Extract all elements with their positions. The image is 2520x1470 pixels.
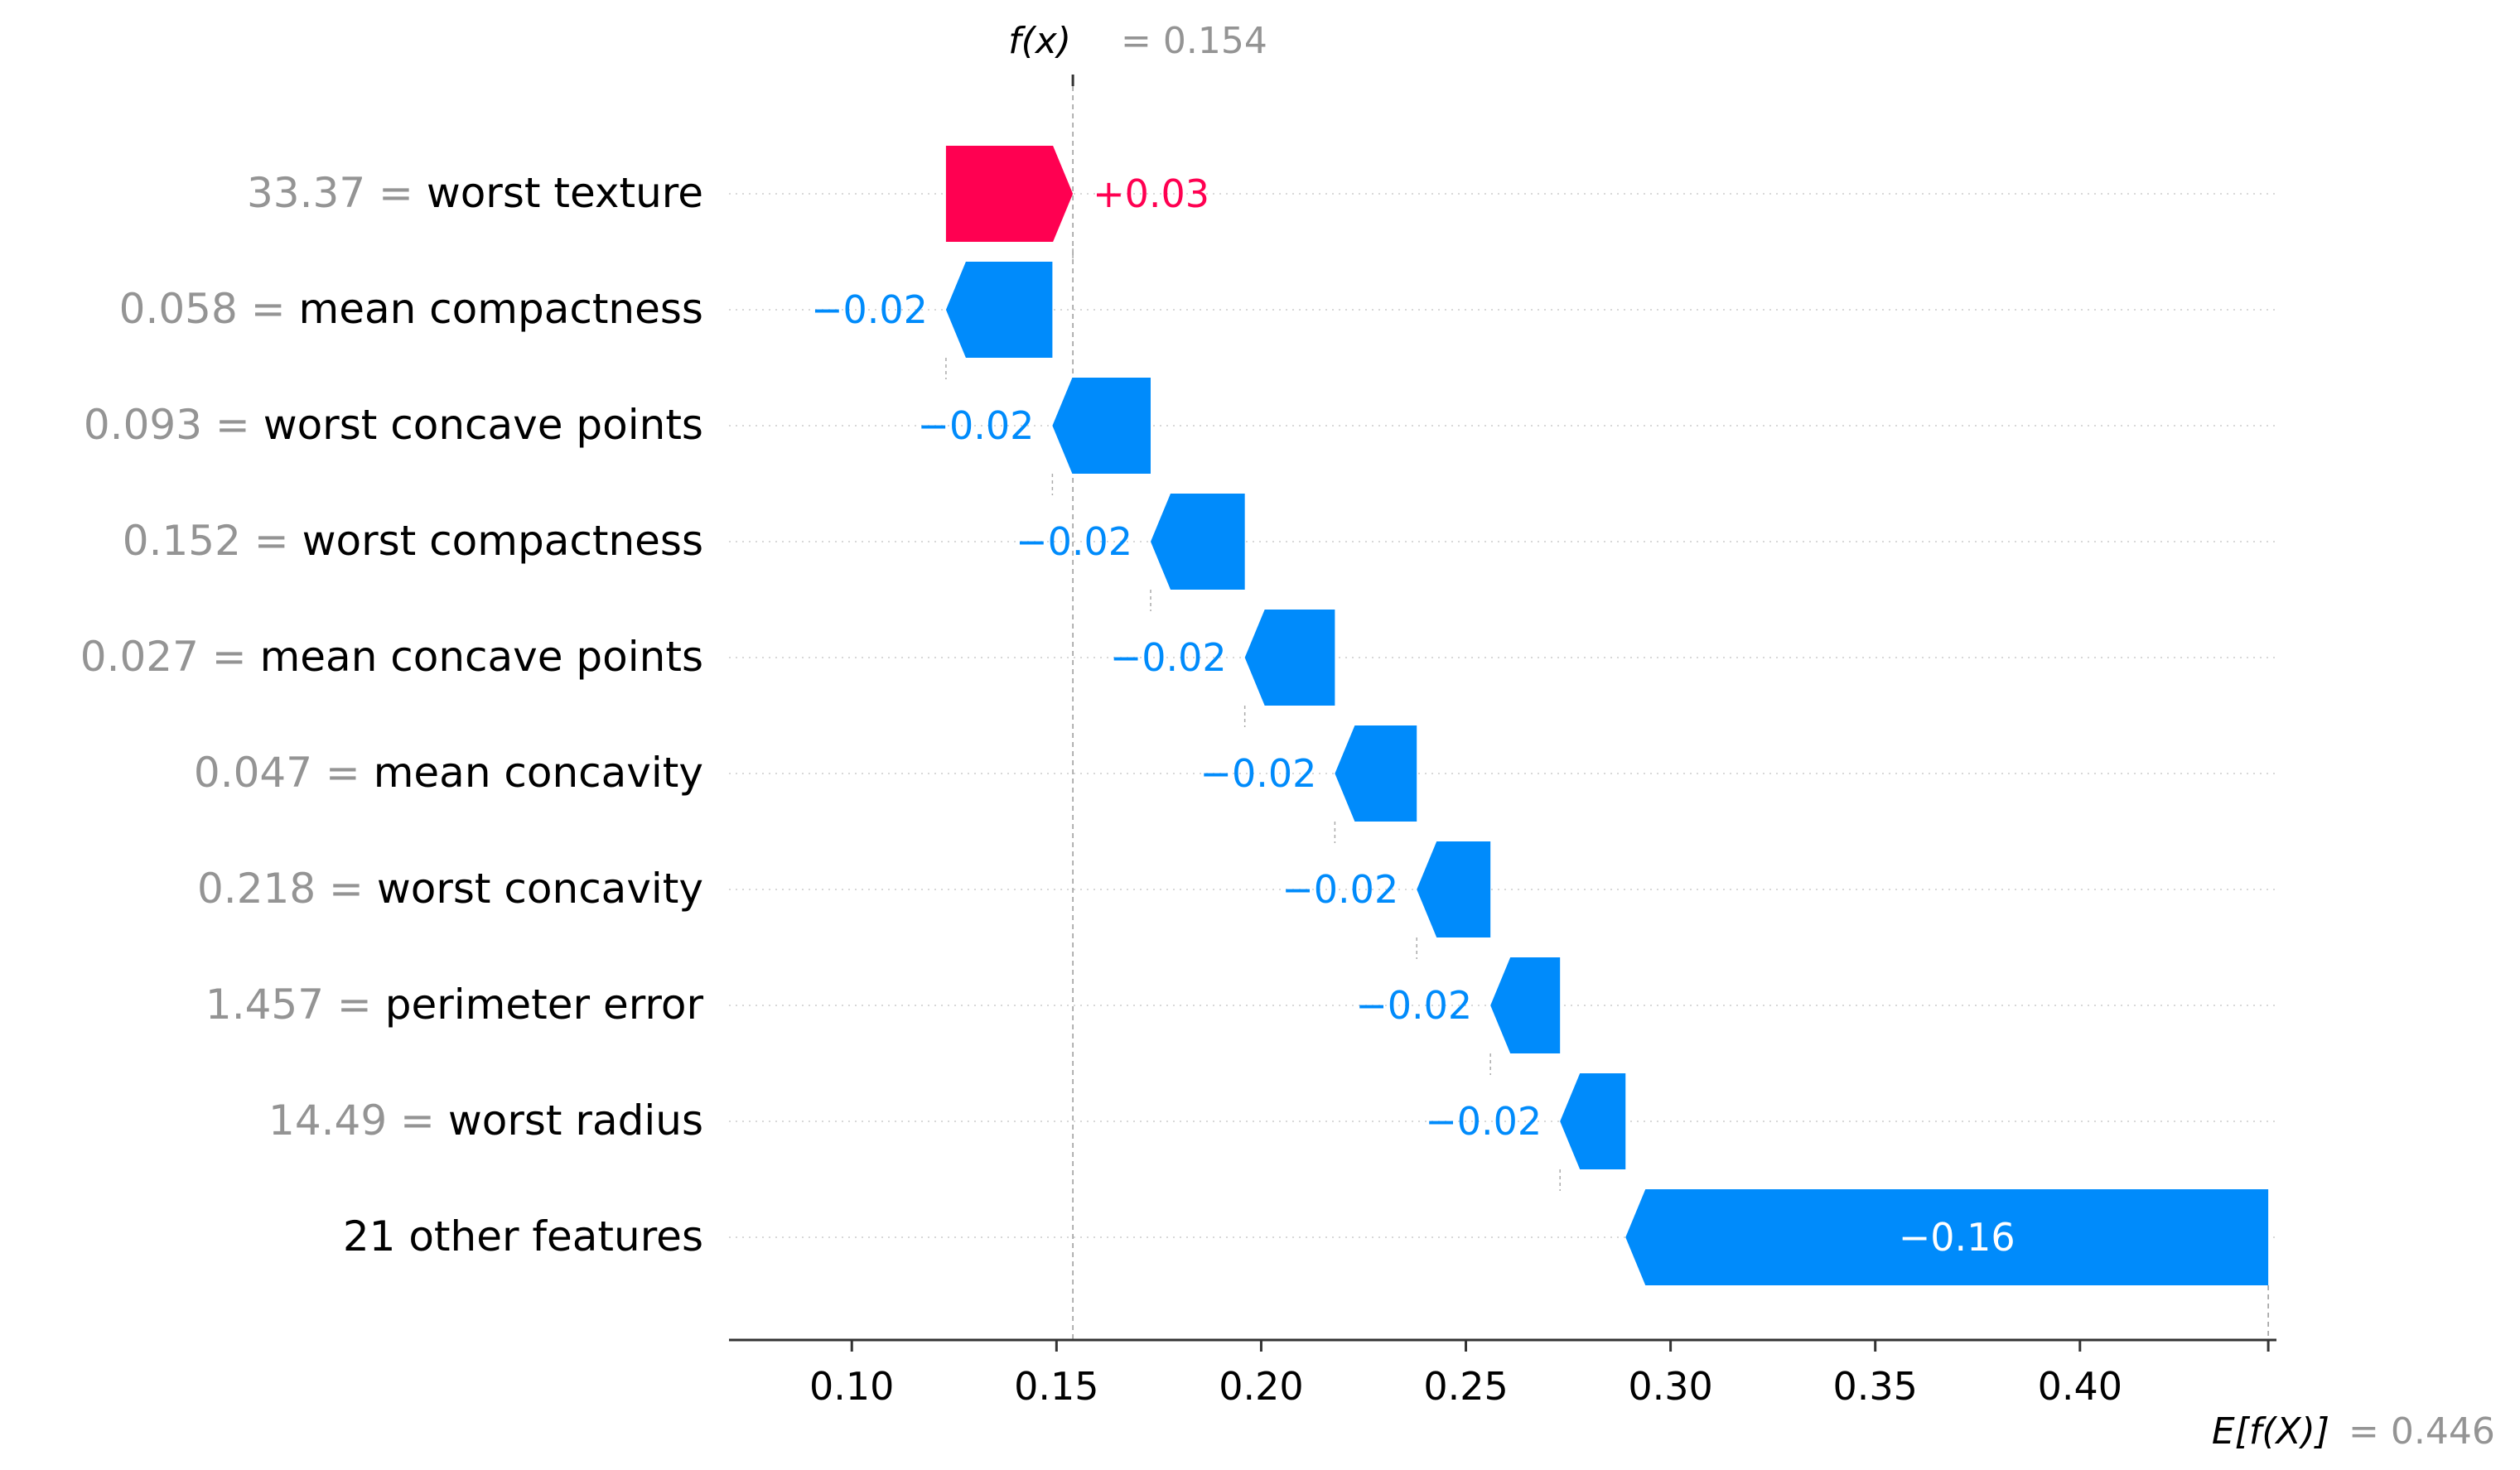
feature-value: 0.047 = [194,749,374,797]
feature-value: 0.027 = [80,633,260,681]
waterfall-bar [1052,378,1151,474]
bar-value-label: −0.16 [1899,1215,2016,1260]
feature-name: worst radius [448,1096,703,1145]
waterfall-bar [1490,957,1561,1053]
feature-value: 0.218 = [197,865,377,913]
feature-label: 0.047 = mean concavity [194,749,703,797]
feature-name: worst concave points [263,401,703,449]
x-tick-label: 0.35 [1832,1364,1917,1409]
waterfall-bar [1151,494,1245,590]
fx-value: = 0.154 [1121,20,1267,62]
feature-label: 14.49 = worst radius [268,1096,703,1145]
feature-value: 0.152 = [123,517,302,565]
connector-lines [945,75,2270,1352]
feature-value: 14.49 = [268,1096,448,1145]
waterfall-bar [1625,1189,2269,1285]
bar-value-label: −0.02 [1355,983,1472,1028]
x-tick-label: 0.25 [1423,1364,1508,1409]
feature-value: 0.058 = [119,285,299,333]
x-tick-label: 0.15 [1014,1364,1098,1409]
feature-value: 0.093 = [84,401,263,449]
x-tick-label: 0.10 [809,1364,894,1409]
waterfall-bar [1244,610,1335,706]
feature-labels: 33.37 = worst texture 0.058 = mean compac… [80,169,704,1260]
x-tick-label: 0.40 [2038,1364,2122,1409]
feature-label: 33.37 = worst texture [247,169,703,217]
feature-name: mean concavity [374,749,703,797]
feature-label: 21 other features [343,1212,703,1260]
x-tick-label: 0.20 [1219,1364,1303,1409]
feature-label: 0.152 = worst compactness [123,517,703,565]
feature-name: 21 other features [343,1212,703,1260]
x-axis: 0.10 0.15 0.20 0.25 0.30 0.35 0.40 [729,1338,2276,1409]
bar-value-label: −0.02 [1282,867,1398,912]
row-gridlines [729,193,2276,1238]
feature-name: mean compactness [298,285,703,333]
feature-value: 33.37 = [247,169,427,217]
fx-label: f(x) [1008,20,1071,62]
feature-name: mean concave points [260,633,703,681]
ex-label: E[f(X)] [2212,1410,2329,1453]
bar-value-label: −0.02 [1200,751,1316,796]
bars: +0.03 −0.02 −0.02 −0.02 −0.02 −0.02 −0.02 −0.02… [811,146,2269,1285]
bar-value-label: −0.02 [1016,519,1132,564]
waterfall-bar [945,146,1074,242]
waterfall-bar [1560,1073,1626,1169]
feature-value: 1.457 = [205,981,385,1029]
fx-annotation: f(x) = 0.154 [1008,20,1267,62]
bar-value-label: +0.03 [1093,171,1209,216]
bar-value-label: −0.02 [917,403,1034,448]
feature-name: worst compactness [302,517,703,565]
bar-value-label: −0.02 [1425,1099,1542,1144]
x-tick-label: 0.30 [1628,1364,1712,1409]
feature-name: worst texture [427,169,703,217]
feature-label: 0.093 = worst concave points [84,401,703,449]
feature-label: 0.058 = mean compactness [119,285,703,333]
bar-value-label: −0.02 [811,287,928,332]
waterfall-bar [1417,841,1491,937]
bar-value-label: −0.02 [1110,635,1227,680]
ex-value: = 0.446 [2349,1410,2495,1453]
feature-label: 0.027 = mean concave points [80,633,703,681]
waterfall-bar [945,262,1053,358]
feature-name: perimeter error [385,981,704,1029]
feature-label: 1.457 = perimeter error [205,981,704,1029]
feature-label: 0.218 = worst concavity [197,865,703,913]
ex-annotation: E[f(X)] = 0.446 [2212,1410,2495,1453]
waterfall-bar [1335,725,1417,822]
feature-name: worst concavity [377,865,703,913]
